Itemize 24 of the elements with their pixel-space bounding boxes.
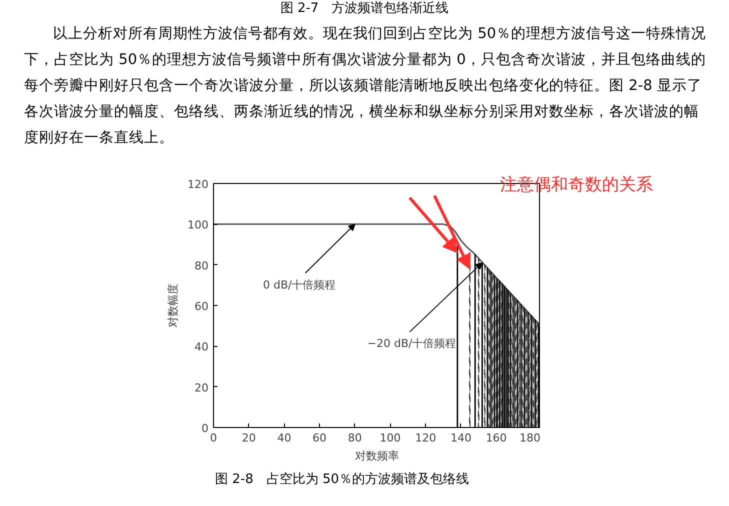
annotation: 0 dB/十倍频程 bbox=[262, 278, 336, 292]
y-tick-label: 120 bbox=[188, 178, 209, 191]
x-tick-label: 80 bbox=[348, 432, 362, 444]
x-axis-title: 对数频率 bbox=[355, 450, 399, 462]
x-tick-label: 120 bbox=[415, 432, 436, 444]
x-tick-label: 20 bbox=[242, 432, 256, 444]
caption: 图 2-7 方波频谱包络渐近线 bbox=[279, 0, 450, 18]
y-tick-label: 60 bbox=[194, 300, 209, 313]
annotation: −20 dB/十倍频程 bbox=[367, 337, 456, 350]
y-tick-label: 100 bbox=[188, 218, 209, 232]
x-tick-label: 0 bbox=[210, 432, 217, 444]
x-tick-label: 160 bbox=[486, 432, 507, 444]
x-tick-label: 180 bbox=[520, 432, 541, 444]
text: 以上分析对所有周期性方波信号都有效。现在我们回到占空比为 50％的理想方波信号这一特殊情况下，占空比为 50％的理想方波信号频谱中所有偶次谐波分量都为 0，只包含奇次谐波，并且包络曲线的每个旁瓣中刚好只包含一个奇次谐波分量，所以该频谱能清晰地反映出包络变化的特征。图 2-8 显示了各次谐波分量的幅度、包络线、两条渐近线的情况，横坐标和纵坐标分别采用对数坐标，各次谐波的幅度刚好在一条直线上。 bbox=[23, 24, 708, 148]
x-tick-label: 60 bbox=[312, 432, 327, 444]
text: 图 2-8 占空比为 50％的方波频谱及包络线 bbox=[214, 471, 470, 489]
x-tick-label: 40 bbox=[277, 432, 292, 444]
y-tick-label: 20 bbox=[194, 381, 209, 394]
y-tick-label: 80 bbox=[194, 259, 209, 272]
y-axis-title: 对数幅度 bbox=[166, 284, 180, 328]
y-tick-label: 0 bbox=[202, 422, 208, 435]
x-tick-label: 100 bbox=[380, 432, 401, 444]
y-tick-label: 40 bbox=[194, 340, 209, 354]
x-tick-label: 140 bbox=[450, 432, 472, 444]
